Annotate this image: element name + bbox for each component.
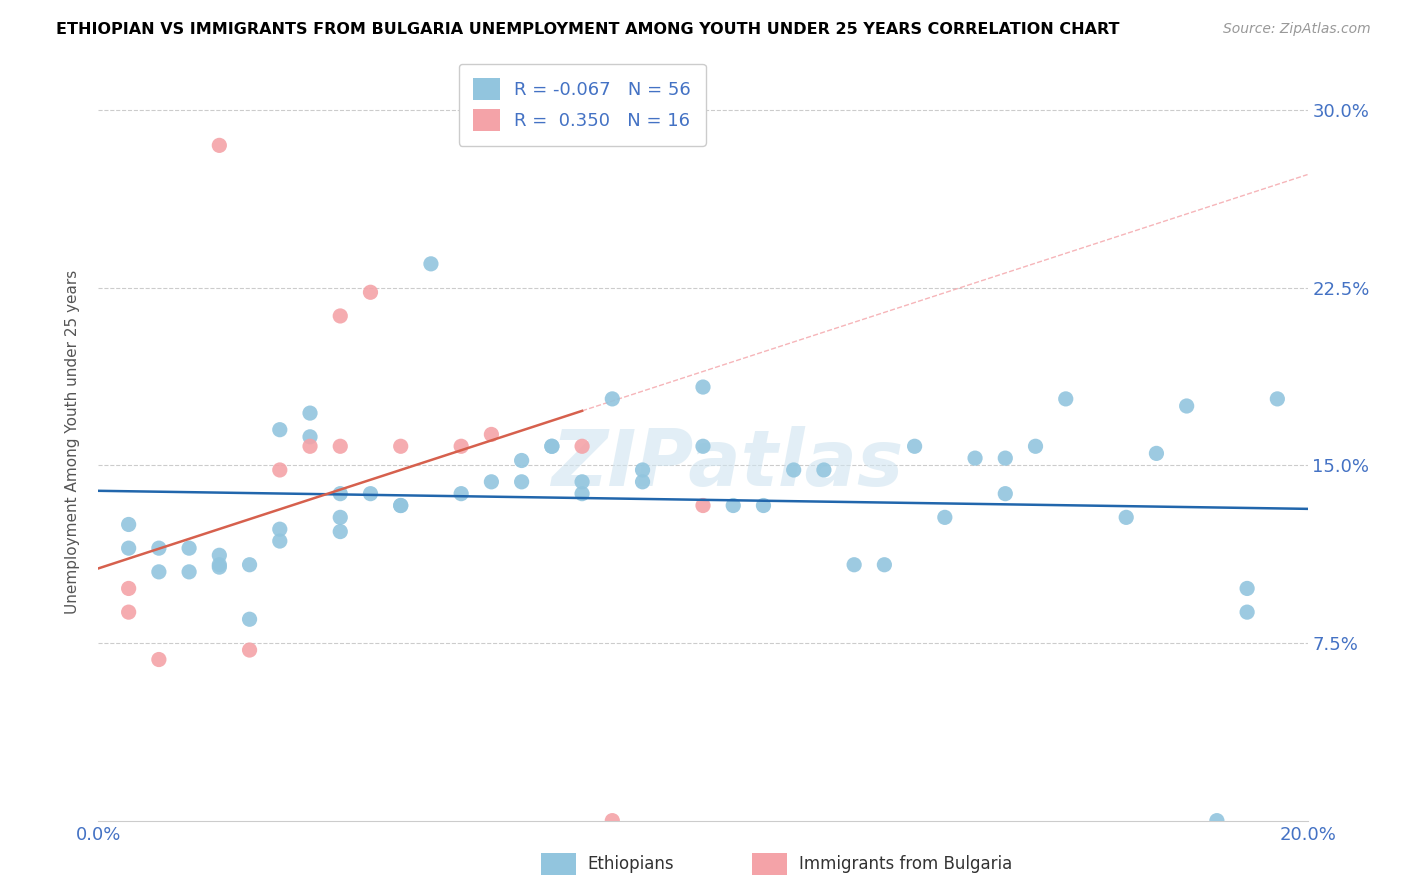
Point bbox=[239, 643, 262, 657]
Point bbox=[269, 423, 291, 437]
Point bbox=[602, 392, 624, 406]
Point bbox=[329, 439, 352, 453]
Point bbox=[118, 582, 141, 596]
Point bbox=[602, 814, 624, 828]
Point bbox=[239, 612, 262, 626]
Point bbox=[360, 285, 382, 300]
Point bbox=[540, 439, 562, 453]
Point bbox=[179, 541, 201, 556]
Point bbox=[965, 451, 987, 466]
Point bbox=[239, 558, 262, 572]
Point bbox=[420, 257, 443, 271]
Point bbox=[571, 475, 593, 489]
Point bbox=[1054, 392, 1077, 406]
Point bbox=[329, 524, 352, 539]
Point bbox=[844, 558, 866, 572]
Point bbox=[148, 652, 170, 666]
Point bbox=[873, 558, 896, 572]
Point bbox=[269, 522, 291, 536]
Text: Immigrants from Bulgaria: Immigrants from Bulgaria bbox=[799, 855, 1012, 872]
Point bbox=[752, 499, 775, 513]
Point bbox=[269, 463, 291, 477]
Point bbox=[934, 510, 956, 524]
Point bbox=[1236, 582, 1258, 596]
FancyBboxPatch shape bbox=[541, 853, 576, 875]
Point bbox=[994, 451, 1017, 466]
Point bbox=[450, 486, 472, 500]
Point bbox=[450, 439, 472, 453]
Point bbox=[1024, 439, 1046, 453]
Point bbox=[389, 499, 412, 513]
Point bbox=[571, 439, 593, 453]
Point bbox=[692, 499, 714, 513]
Point bbox=[208, 138, 231, 153]
Point bbox=[118, 605, 141, 619]
Text: ETHIOPIAN VS IMMIGRANTS FROM BULGARIA UNEMPLOYMENT AMONG YOUTH UNDER 25 YEARS CO: ETHIOPIAN VS IMMIGRANTS FROM BULGARIA UN… bbox=[56, 22, 1119, 37]
Point bbox=[510, 475, 533, 489]
Point bbox=[631, 475, 654, 489]
Y-axis label: Unemployment Among Youth under 25 years: Unemployment Among Youth under 25 years bbox=[65, 269, 80, 614]
Point bbox=[118, 517, 141, 532]
Point bbox=[299, 439, 322, 453]
Point bbox=[329, 486, 352, 500]
Point bbox=[904, 439, 927, 453]
Point bbox=[389, 499, 412, 513]
Text: Source: ZipAtlas.com: Source: ZipAtlas.com bbox=[1223, 22, 1371, 37]
Point bbox=[208, 548, 231, 563]
Point bbox=[148, 541, 170, 556]
Point bbox=[208, 558, 231, 572]
Point bbox=[481, 475, 503, 489]
Point bbox=[208, 560, 231, 574]
Point bbox=[299, 406, 322, 420]
Point bbox=[118, 541, 141, 556]
Point bbox=[1115, 510, 1137, 524]
Point bbox=[389, 439, 412, 453]
Point bbox=[723, 499, 745, 513]
Point bbox=[540, 439, 562, 453]
Point bbox=[179, 565, 201, 579]
Point bbox=[329, 510, 352, 524]
Point bbox=[1267, 392, 1289, 406]
FancyBboxPatch shape bbox=[752, 853, 787, 875]
Point bbox=[783, 463, 806, 477]
Point bbox=[481, 427, 503, 442]
Point bbox=[299, 430, 322, 444]
Text: ZIPatlas: ZIPatlas bbox=[551, 426, 903, 502]
Point bbox=[571, 486, 593, 500]
Point bbox=[1236, 605, 1258, 619]
Point bbox=[329, 309, 352, 323]
Point bbox=[813, 463, 835, 477]
Legend: R = -0.067   N = 56, R =  0.350   N = 16: R = -0.067 N = 56, R = 0.350 N = 16 bbox=[458, 64, 706, 146]
Text: Ethiopians: Ethiopians bbox=[588, 855, 675, 872]
Point bbox=[692, 439, 714, 453]
Point bbox=[269, 534, 291, 549]
Point bbox=[631, 463, 654, 477]
Point bbox=[1175, 399, 1198, 413]
Point bbox=[360, 486, 382, 500]
Point bbox=[1144, 446, 1167, 460]
Point bbox=[148, 565, 170, 579]
Point bbox=[510, 453, 533, 467]
Point bbox=[1206, 814, 1229, 828]
Point bbox=[994, 486, 1017, 500]
Point bbox=[692, 380, 714, 394]
